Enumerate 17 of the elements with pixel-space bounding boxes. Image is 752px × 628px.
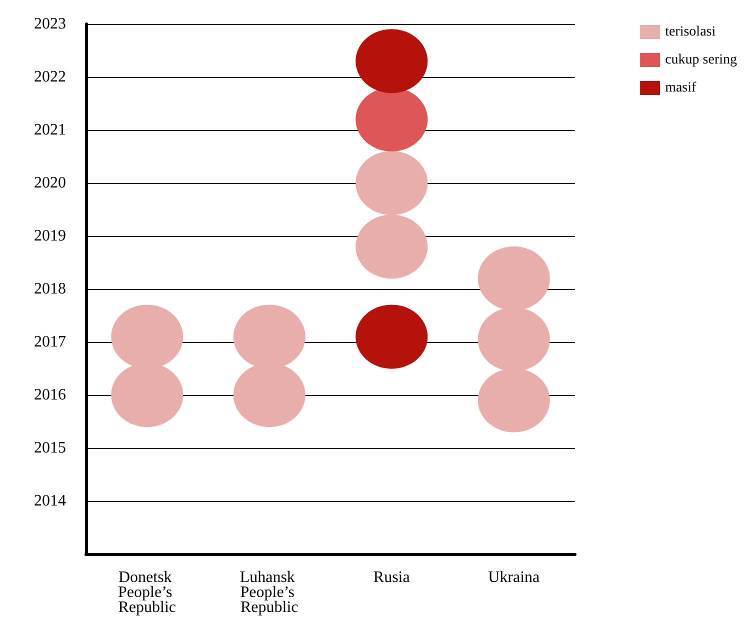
y-tick-label: 2020 bbox=[34, 174, 66, 192]
y-tick-label: 2015 bbox=[34, 440, 66, 456]
y-tick-label: 2021 bbox=[34, 122, 66, 138]
x-tick-label: Rusia bbox=[373, 569, 410, 586]
x-tick-label: Donetsk People’s Republic bbox=[118, 569, 176, 616]
legend-label: terisolasi bbox=[665, 24, 716, 40]
y-tick-label: 2018 bbox=[34, 280, 66, 298]
legend-label: cukup sering bbox=[665, 52, 738, 68]
y-tick-label: 2019 bbox=[34, 228, 66, 244]
legend-label: masif bbox=[665, 80, 697, 96]
y-tick-label: 2023 bbox=[34, 16, 66, 32]
x-tick-label: Luhansk People’s Republic bbox=[240, 569, 299, 616]
y-tick-label: 2022 bbox=[34, 68, 66, 86]
y-tick-label: 2016 bbox=[34, 386, 66, 404]
y-tick-label: 2017 bbox=[34, 334, 66, 350]
y-tick-label: 2014 bbox=[34, 492, 66, 510]
x-tick-label: Ukraina bbox=[488, 569, 540, 586]
